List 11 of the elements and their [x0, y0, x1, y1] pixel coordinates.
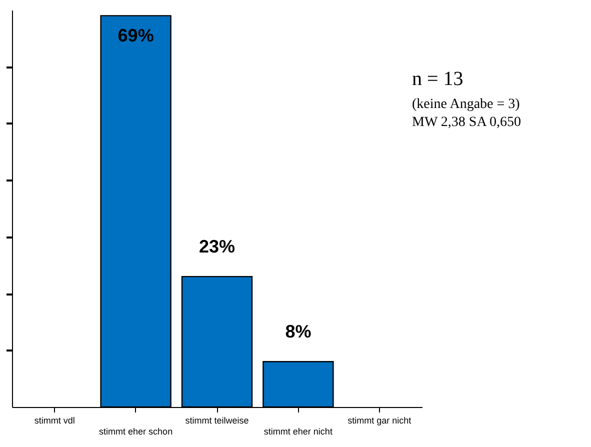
- annotation: MW 2,38 SA 0,650: [412, 115, 522, 130]
- x-tick-label: stimmt eher nicht: [264, 426, 333, 436]
- x-tick-label: stimmt teilweise: [185, 416, 249, 426]
- x-tick-label: stimmt eher schon: [99, 426, 173, 436]
- x-tick-label: stimmt gar nicht: [348, 416, 412, 426]
- annotation: (keine Angabe = 3): [412, 97, 520, 112]
- annotation: n = 13: [412, 68, 464, 90]
- data-label: 8%: [285, 322, 312, 342]
- data-label: 69%: [118, 26, 154, 46]
- data-label: 23%: [198, 236, 236, 257]
- x-tick-label: stimmt vdl: [34, 416, 75, 426]
